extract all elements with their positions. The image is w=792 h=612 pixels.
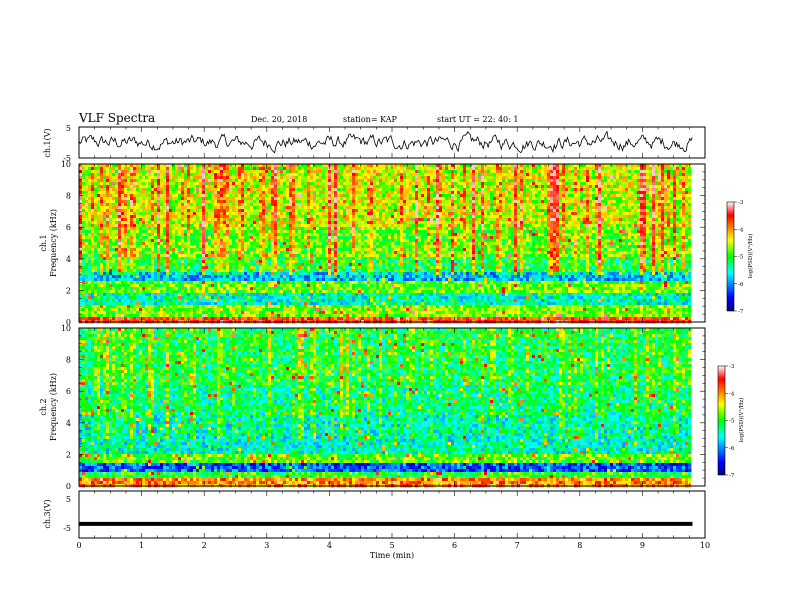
y-tick-label: 0 bbox=[66, 482, 71, 491]
ch3-waveform-panel: 5 -5 ch.3(V) bbox=[43, 490, 706, 539]
ch1-colorbar-label: log(PSD)(V²/Hz) bbox=[747, 234, 754, 279]
y-tick-label: 2 bbox=[66, 450, 71, 459]
x-tick-label: 7 bbox=[515, 541, 520, 550]
ch3-waveform-ticks bbox=[78, 491, 706, 538]
colorbar-tick-label: -3 bbox=[729, 364, 735, 370]
x-tick-label: 8 bbox=[577, 541, 582, 550]
ch1-ytick-top: 5 bbox=[66, 124, 71, 133]
x-tick-label: 9 bbox=[640, 541, 645, 550]
colorbar-tick-label: -6 bbox=[729, 446, 735, 452]
colorbar-tick-label: -7 bbox=[738, 309, 744, 315]
ch1-spectrogram-panel: 0 2 4 6 8 10 ch.1 Frequency (kHz) bbox=[39, 160, 706, 327]
x-axis-tick-labels: 0 1 2 3 4 5 6 7 8 9 10 bbox=[76, 541, 710, 550]
x-tick-label: 3 bbox=[264, 541, 269, 550]
ch1-ylabel: ch.1(V) bbox=[43, 128, 52, 157]
y-tick-label: 2 bbox=[66, 286, 71, 295]
y-tick-label: 10 bbox=[61, 324, 71, 333]
ch3-ytick-bottom: -5 bbox=[63, 524, 71, 533]
y-tick-label: 8 bbox=[66, 356, 71, 365]
ch1-spectrogram-cells bbox=[79, 164, 705, 324]
ch3-ytick-top: 5 bbox=[66, 495, 71, 504]
ch2-spectrogram-panel: 0 2 4 6 8 10 ch.2 Frequency (kHz) bbox=[39, 324, 706, 491]
x-axis-label: Time (min) bbox=[370, 551, 414, 560]
colorbar-tick-label: -5 bbox=[729, 419, 735, 425]
ch1-waveform-ticks bbox=[78, 127, 706, 158]
ch1-spectrogram-ytick-labels: 0 2 4 6 8 10 bbox=[61, 160, 71, 327]
x-tick-label: 1 bbox=[139, 541, 144, 550]
ch3-ylabel: ch.3(V) bbox=[43, 499, 52, 528]
ch1-waveform-line bbox=[78, 130, 693, 154]
colorbar-tick-label: -4 bbox=[729, 391, 735, 397]
ch2-colorbar-label: log(PSD)(V²/Hz) bbox=[738, 398, 745, 443]
ch1-spectrogram-ticks bbox=[78, 163, 706, 323]
date-label: Dec. 20, 2018 bbox=[251, 115, 307, 124]
y-tick-label: 4 bbox=[66, 255, 71, 264]
ch1-ytick-bottom: -5 bbox=[63, 154, 71, 163]
colorbar-tick-label: -5 bbox=[738, 255, 744, 261]
y-tick-label: 4 bbox=[66, 419, 71, 428]
start-time-label: start UT = 22: 40: 1 bbox=[437, 115, 518, 124]
y-tick-label: 6 bbox=[66, 387, 71, 396]
ch2-spectrogram-ytick-labels: 0 2 4 6 8 10 bbox=[61, 324, 71, 491]
ch1-waveform-panel: 5 -5 ch.1(V) bbox=[43, 124, 706, 163]
colorbar-tick-label: -7 bbox=[729, 473, 735, 479]
colorbar-tick-label: -6 bbox=[738, 282, 744, 288]
x-tick-label: 6 bbox=[452, 541, 457, 550]
ch1-spec-ylabel-channel: ch.1 bbox=[39, 234, 48, 251]
colorbar-tick-label: -3 bbox=[738, 200, 744, 206]
x-tick-label: 0 bbox=[76, 541, 81, 550]
x-tick-label: 5 bbox=[389, 541, 394, 550]
station-label: station= KAP bbox=[343, 115, 397, 124]
y-tick-label: 0 bbox=[66, 318, 71, 327]
plot-title: VLF Spectra bbox=[79, 111, 155, 125]
x-tick-label: 10 bbox=[700, 541, 710, 550]
ch1-colorbar: -3 -4 -5 -6 -7 log(PSD)(V²/Hz) bbox=[726, 200, 754, 315]
ch2-colorbar-ticks: -3 -4 -5 -6 -7 bbox=[725, 364, 735, 479]
ch2-spectrogram-ticks bbox=[78, 327, 706, 487]
y-tick-label: 8 bbox=[66, 192, 71, 201]
ch2-spec-ylabel-channel: ch.2 bbox=[39, 398, 48, 415]
y-tick-label: 6 bbox=[66, 223, 71, 232]
ch2-colorbar: -3 -4 -5 -6 -7 log(PSD)(V²/Hz) bbox=[717, 364, 745, 479]
ch1-colorbar-ticks: -3 -4 -5 -6 -7 bbox=[734, 200, 744, 315]
ch1-spec-ylabel-freq: Frequency (kHz) bbox=[49, 209, 58, 277]
x-tick-label: 2 bbox=[202, 541, 207, 550]
y-tick-label: 10 bbox=[61, 160, 71, 169]
ch2-spectrogram-cells bbox=[79, 328, 705, 488]
ch2-spec-ylabel-freq: Frequency (kHz) bbox=[49, 373, 58, 441]
colorbar-tick-label: -4 bbox=[738, 227, 744, 233]
x-tick-label: 4 bbox=[327, 541, 332, 550]
